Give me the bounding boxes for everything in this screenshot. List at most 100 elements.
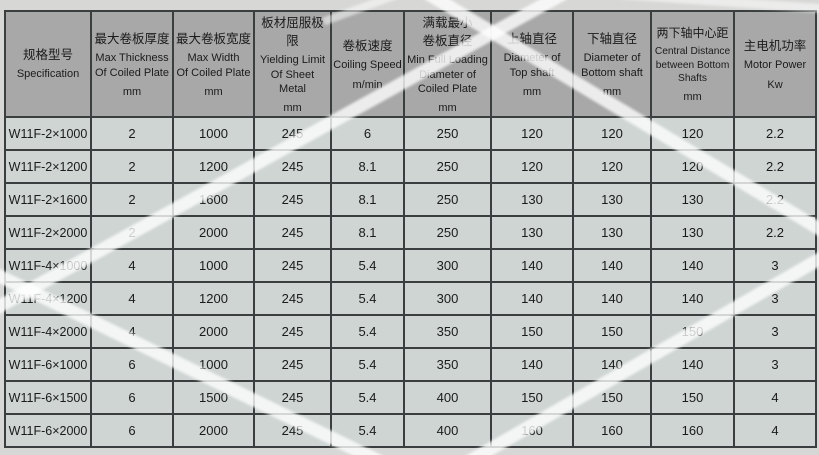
- model-cell: W11F-2×2000: [4, 215, 92, 251]
- value-cell: 250: [403, 149, 492, 185]
- value-cell: 245: [253, 182, 332, 218]
- value-cell: 8.1: [330, 215, 405, 251]
- value-cell: 4: [733, 380, 817, 416]
- table-row: W11F-2×1200 2 1200 245 8.1 250 120 120 1…: [4, 149, 817, 185]
- value-cell: 5.4: [330, 347, 405, 383]
- header-en: Central Distance between Bottom Shafts: [654, 46, 731, 84]
- header-unit: mm: [602, 85, 622, 98]
- header-zh: 满载最小 卷板直径: [422, 16, 473, 49]
- table-row: W11F-6×2000 6 2000 245 5.4 400 160 160 1…: [4, 413, 817, 449]
- table-row: W11F-6×1500 6 1500 245 5.4 400 150 150 1…: [4, 380, 817, 416]
- value-cell: 140: [490, 281, 574, 317]
- header-unit: Kw: [767, 78, 783, 91]
- value-cell: 245: [253, 248, 332, 284]
- model-cell: W11F-4×2000: [4, 314, 92, 350]
- table-row: W11F-4×2000 4 2000 245 5.4 350 150 150 1…: [4, 314, 817, 350]
- value-cell: 1000: [172, 116, 255, 152]
- value-cell: 6: [90, 413, 174, 449]
- value-cell: 160: [572, 413, 652, 449]
- value-cell: 1600: [172, 182, 255, 218]
- value-cell: 1200: [172, 149, 255, 185]
- model-cell: W11F-6×2000: [4, 413, 92, 449]
- value-cell: 130: [650, 215, 735, 251]
- value-cell: 5.4: [330, 314, 405, 350]
- value-cell: 350: [403, 314, 492, 350]
- header-zh: 规格型号: [22, 48, 73, 63]
- value-cell: 1000: [172, 347, 255, 383]
- value-cell: 120: [490, 149, 574, 185]
- value-cell: 250: [403, 215, 492, 251]
- header-unit: mm: [122, 85, 142, 98]
- header-en: Diameter of Bottom shaft: [581, 52, 643, 79]
- value-cell: 160: [650, 413, 735, 449]
- header-en: Max Width Of Coiled Plate: [176, 52, 251, 79]
- value-cell: 8.1: [330, 149, 405, 185]
- value-cell: 2: [90, 116, 174, 152]
- col-header-motor-power: 主电机功率 Motor Power Kw: [733, 9, 817, 119]
- table-row: W11F-2×1000 2 1000 245 6 250 120 120 120…: [4, 116, 817, 152]
- value-cell: 150: [650, 380, 735, 416]
- value-cell: 400: [403, 413, 492, 449]
- value-cell: 245: [253, 116, 332, 152]
- value-cell: 140: [572, 281, 652, 317]
- value-cell: 2.2: [733, 182, 817, 218]
- value-cell: 130: [572, 215, 652, 251]
- model-cell: W11F-2×1600: [4, 182, 92, 218]
- value-cell: 120: [650, 149, 735, 185]
- header-zh: 最大卷板宽度: [175, 32, 251, 47]
- col-header-yielding-limit: 板材屈服极限 Yielding Limit Of Sheet Metal mm: [253, 9, 332, 119]
- value-cell: 4: [733, 413, 817, 449]
- table-body: W11F-2×1000 2 1000 245 6 250 120 120 120…: [4, 116, 817, 449]
- value-cell: 130: [490, 215, 574, 251]
- header-unit: mm: [204, 85, 223, 98]
- value-cell: 150: [572, 380, 652, 416]
- header-en: Specification: [16, 68, 80, 81]
- header-unit: mm: [683, 91, 702, 104]
- header-en: Yielding Limit Of Sheet Metal: [259, 54, 325, 95]
- value-cell: 2000: [172, 314, 255, 350]
- specification-table: 规格型号 Specification 最大卷板厚度 Max Thickness …: [4, 9, 817, 449]
- header-en: Motor Power: [743, 59, 807, 72]
- value-cell: 140: [650, 248, 735, 284]
- header-zh: 卷板速度: [342, 39, 393, 54]
- value-cell: 2.2: [733, 215, 817, 251]
- value-cell: 2: [90, 149, 174, 185]
- value-cell: 4: [90, 314, 174, 350]
- value-cell: 120: [572, 149, 652, 185]
- value-cell: 3: [733, 281, 817, 317]
- header-en: Diameter of Top shaft: [503, 52, 561, 79]
- value-cell: 6: [330, 116, 405, 152]
- value-cell: 3: [733, 314, 817, 350]
- table-row: W11F-6×1000 6 1000 245 5.4 350 140 140 1…: [4, 347, 817, 383]
- value-cell: 4: [90, 248, 174, 284]
- table-row: W11F-2×2000 2 2000 245 8.1 250 130 130 1…: [4, 215, 817, 251]
- table-row: W11F-4×1000 4 1000 245 5.4 300 140 140 1…: [4, 248, 817, 284]
- value-cell: 130: [490, 182, 574, 218]
- value-cell: 245: [253, 413, 332, 449]
- header-zh: 板材屈服极限: [261, 16, 324, 49]
- value-cell: 300: [403, 248, 492, 284]
- model-cell: W11F-2×1200: [4, 149, 92, 185]
- value-cell: 150: [650, 314, 735, 350]
- header-unit: mm: [522, 85, 542, 98]
- value-cell: 150: [490, 380, 574, 416]
- header-zh: 下轴直径: [586, 32, 637, 47]
- header-zh: 最大卷板厚度: [94, 32, 170, 47]
- table-header: 规格型号 Specification 最大卷板厚度 Max Thickness …: [4, 9, 817, 119]
- value-cell: 140: [572, 347, 652, 383]
- value-cell: 4: [90, 281, 174, 317]
- header-unit: mm: [438, 102, 457, 115]
- value-cell: 6: [90, 347, 174, 383]
- model-cell: W11F-6×1500: [4, 380, 92, 416]
- value-cell: 350: [403, 347, 492, 383]
- value-cell: 1500: [172, 380, 255, 416]
- value-cell: 150: [572, 314, 652, 350]
- table-row: W11F-2×1600 2 1600 245 8.1 250 130 130 1…: [4, 182, 817, 218]
- value-cell: 2.2: [733, 149, 817, 185]
- col-header-central-distance: 两下轴中心距 Central Distance between Bottom S…: [650, 9, 735, 119]
- value-cell: 2: [90, 182, 174, 218]
- header-en: Min Full Loading Diameter of Coiled Plat…: [407, 54, 488, 95]
- value-cell: 120: [650, 116, 735, 152]
- value-cell: 1000: [172, 248, 255, 284]
